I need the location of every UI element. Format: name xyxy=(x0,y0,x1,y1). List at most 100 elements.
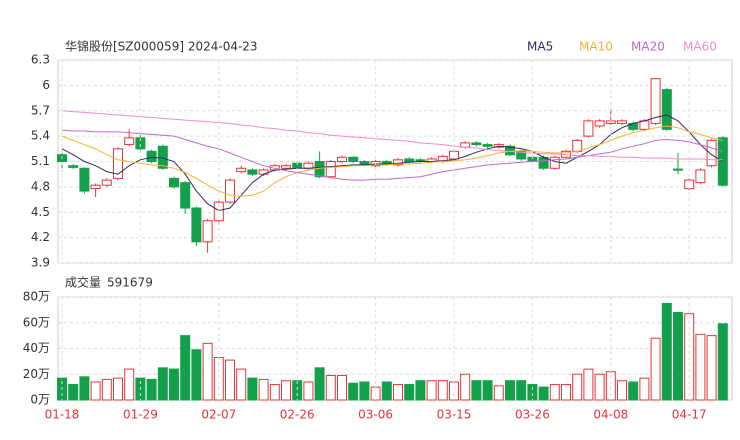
volume-bar xyxy=(157,367,168,401)
y-tick-label: 5.1 xyxy=(31,154,50,168)
y-tick-label: 20万 xyxy=(23,367,50,381)
x-tick-label: 04-17 xyxy=(672,408,707,422)
volume-bar xyxy=(169,368,179,401)
candle-body xyxy=(303,162,314,169)
candle-body xyxy=(583,120,594,137)
volume-bar xyxy=(393,384,403,401)
candle-body xyxy=(180,182,191,209)
volume-bar xyxy=(202,342,213,401)
volume-bar xyxy=(505,380,515,401)
candle-body xyxy=(482,144,493,147)
candle-body xyxy=(639,120,650,130)
volume-bar xyxy=(359,381,370,401)
volume-bar xyxy=(191,349,202,401)
candle-body xyxy=(90,184,101,190)
volume-bar xyxy=(572,373,583,401)
candle-body xyxy=(281,165,291,169)
volume-bar xyxy=(236,368,247,401)
candle-body xyxy=(79,167,90,192)
volume-bar xyxy=(661,302,672,401)
volume-bar xyxy=(381,381,392,401)
y-tick-label: 6.3 xyxy=(31,53,50,67)
volume-bar xyxy=(124,368,135,401)
volume-bar xyxy=(337,375,347,401)
volume-bar xyxy=(415,380,426,401)
x-tick-label: 02-26 xyxy=(280,408,315,422)
candle-body xyxy=(471,142,482,146)
candle-body xyxy=(191,207,202,243)
candle-body xyxy=(673,168,683,171)
candle-body xyxy=(505,145,515,156)
volume-bar xyxy=(146,378,157,401)
volume-bar xyxy=(258,378,269,401)
volume-bar xyxy=(101,378,112,401)
x-tick-label: 01-29 xyxy=(123,408,158,422)
candle-body xyxy=(225,179,235,203)
volume-title: 成交量 xyxy=(65,275,101,290)
ma-line xyxy=(61,129,723,181)
ma-line xyxy=(61,125,723,197)
candle-body xyxy=(113,148,123,179)
volume-bar xyxy=(628,381,639,401)
candle-body xyxy=(124,137,135,146)
volume-bar xyxy=(325,375,336,401)
candle-body xyxy=(706,139,717,167)
volume-bar xyxy=(180,335,191,401)
y-tick-label: 5.7 xyxy=(31,103,50,117)
y-tick-label: 4.8 xyxy=(31,179,50,193)
volume-bar xyxy=(79,376,90,401)
candle-body xyxy=(572,139,583,152)
volume-bar xyxy=(706,335,717,401)
x-tick-label: 02-07 xyxy=(201,408,236,422)
volume-bar xyxy=(527,384,538,401)
volume-bar xyxy=(426,380,437,401)
volume-bar xyxy=(247,377,258,401)
volume-bar xyxy=(639,377,650,401)
chart-title: 华锦股份[SZ000059] 2024-04-23 xyxy=(65,40,258,54)
candle-body xyxy=(157,145,168,169)
candle-body xyxy=(146,150,157,163)
x-tick-label: 03-15 xyxy=(437,408,472,422)
volume-bar xyxy=(68,384,79,401)
y-tick-label: 0万 xyxy=(30,393,50,407)
y-tick-label: 5.4 xyxy=(31,129,50,143)
volume-bar xyxy=(113,377,123,401)
y-tick-label: 60万 xyxy=(23,315,50,329)
volume-bar xyxy=(516,380,527,401)
x-tick-label: 04-08 xyxy=(593,408,628,422)
volume-bar xyxy=(594,373,605,401)
volume-bar xyxy=(281,380,291,401)
candle-body xyxy=(348,156,359,162)
x-tick-label: 03-26 xyxy=(515,408,550,422)
candle-body xyxy=(359,161,370,165)
volume-bar xyxy=(482,380,493,401)
volume-bar xyxy=(561,384,571,401)
y-tick-label: 40万 xyxy=(23,341,50,355)
candle-body xyxy=(594,120,605,127)
candle-body xyxy=(325,161,336,178)
candle-body xyxy=(516,150,527,160)
candle-body xyxy=(404,158,415,162)
volume-bar xyxy=(717,323,728,401)
candle-body xyxy=(236,167,247,173)
ma-line xyxy=(61,114,724,212)
candle-body xyxy=(650,78,661,124)
volume-bar xyxy=(471,380,482,401)
ma-line xyxy=(61,110,723,161)
y-tick-label: 80万 xyxy=(23,290,50,304)
volume-bar xyxy=(437,380,448,401)
legend-label: MA10 xyxy=(579,40,613,54)
volume-bar xyxy=(90,381,101,401)
candle-body xyxy=(135,137,146,150)
volume-bar xyxy=(695,333,706,401)
volume-bar xyxy=(583,368,594,401)
volume-bar xyxy=(404,384,415,401)
volume-bar xyxy=(269,384,280,401)
volume-bar xyxy=(538,386,549,401)
candle-body xyxy=(549,156,560,169)
volume-bar xyxy=(493,385,504,401)
y-tick-label: 3.9 xyxy=(31,256,50,270)
candle-body xyxy=(661,89,672,130)
legend-label: MA60 xyxy=(683,40,717,54)
